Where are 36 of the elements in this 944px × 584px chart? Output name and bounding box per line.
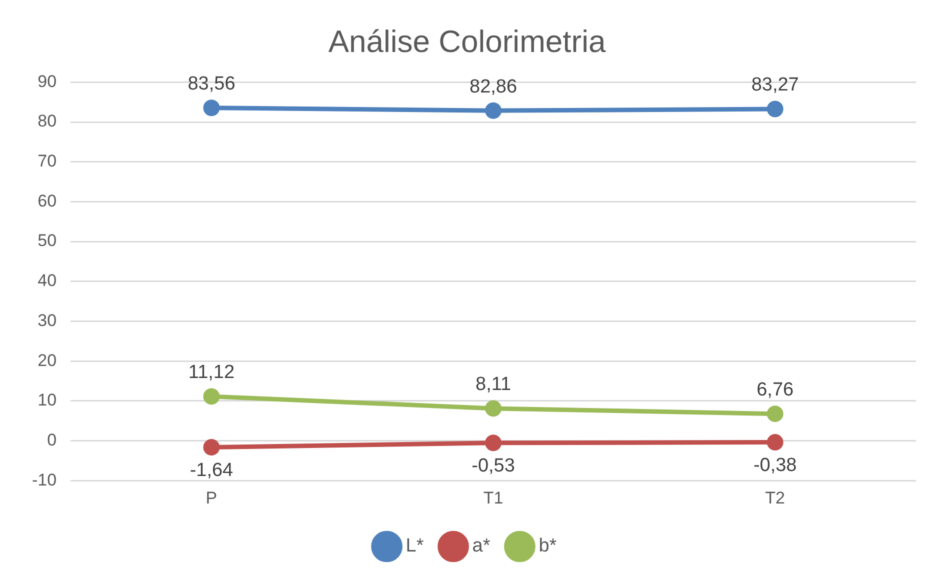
y-tick-label: 50 <box>38 231 57 250</box>
y-tick-label: 70 <box>38 152 57 171</box>
data-label: 8,11 <box>475 374 512 396</box>
y-tick-label: 90 <box>38 72 57 91</box>
data-label: 11,12 <box>188 362 235 384</box>
point <box>766 434 784 451</box>
x-tick-label: P <box>206 488 218 508</box>
y-tick-label: 20 <box>38 350 57 370</box>
data-label: -0,53 <box>472 456 515 477</box>
point <box>766 406 784 422</box>
data-label: 83,56 <box>188 74 236 95</box>
y-tick-label: 80 <box>38 112 57 131</box>
legend-label: a* <box>472 536 491 557</box>
data-label: -1,64 <box>190 460 234 482</box>
point <box>485 102 502 119</box>
point <box>766 100 784 118</box>
point <box>203 439 220 456</box>
data-label: -0,38 <box>753 455 797 476</box>
chart-title: Análise Colorimetria <box>328 24 606 60</box>
legend-label: b* <box>538 536 558 557</box>
x-tick-label: T2 <box>765 488 786 508</box>
point <box>485 400 502 417</box>
legend-label: L* <box>406 536 424 557</box>
y-tick-label: 0 <box>47 430 57 450</box>
y-tick-label: 40 <box>38 271 57 290</box>
x-tick-label: T1 <box>483 488 504 508</box>
point <box>203 388 220 405</box>
y-tick-label: -10 <box>32 470 57 490</box>
point <box>485 434 502 452</box>
y-tick-label: 30 <box>38 310 57 330</box>
data-label: 83,27 <box>751 74 799 96</box>
point <box>203 100 220 116</box>
data-label: 6,76 <box>756 380 794 401</box>
y-tick-label: 60 <box>38 191 57 210</box>
data-label: 82,86 <box>470 76 518 98</box>
y-tick-label: 10 <box>38 390 57 410</box>
